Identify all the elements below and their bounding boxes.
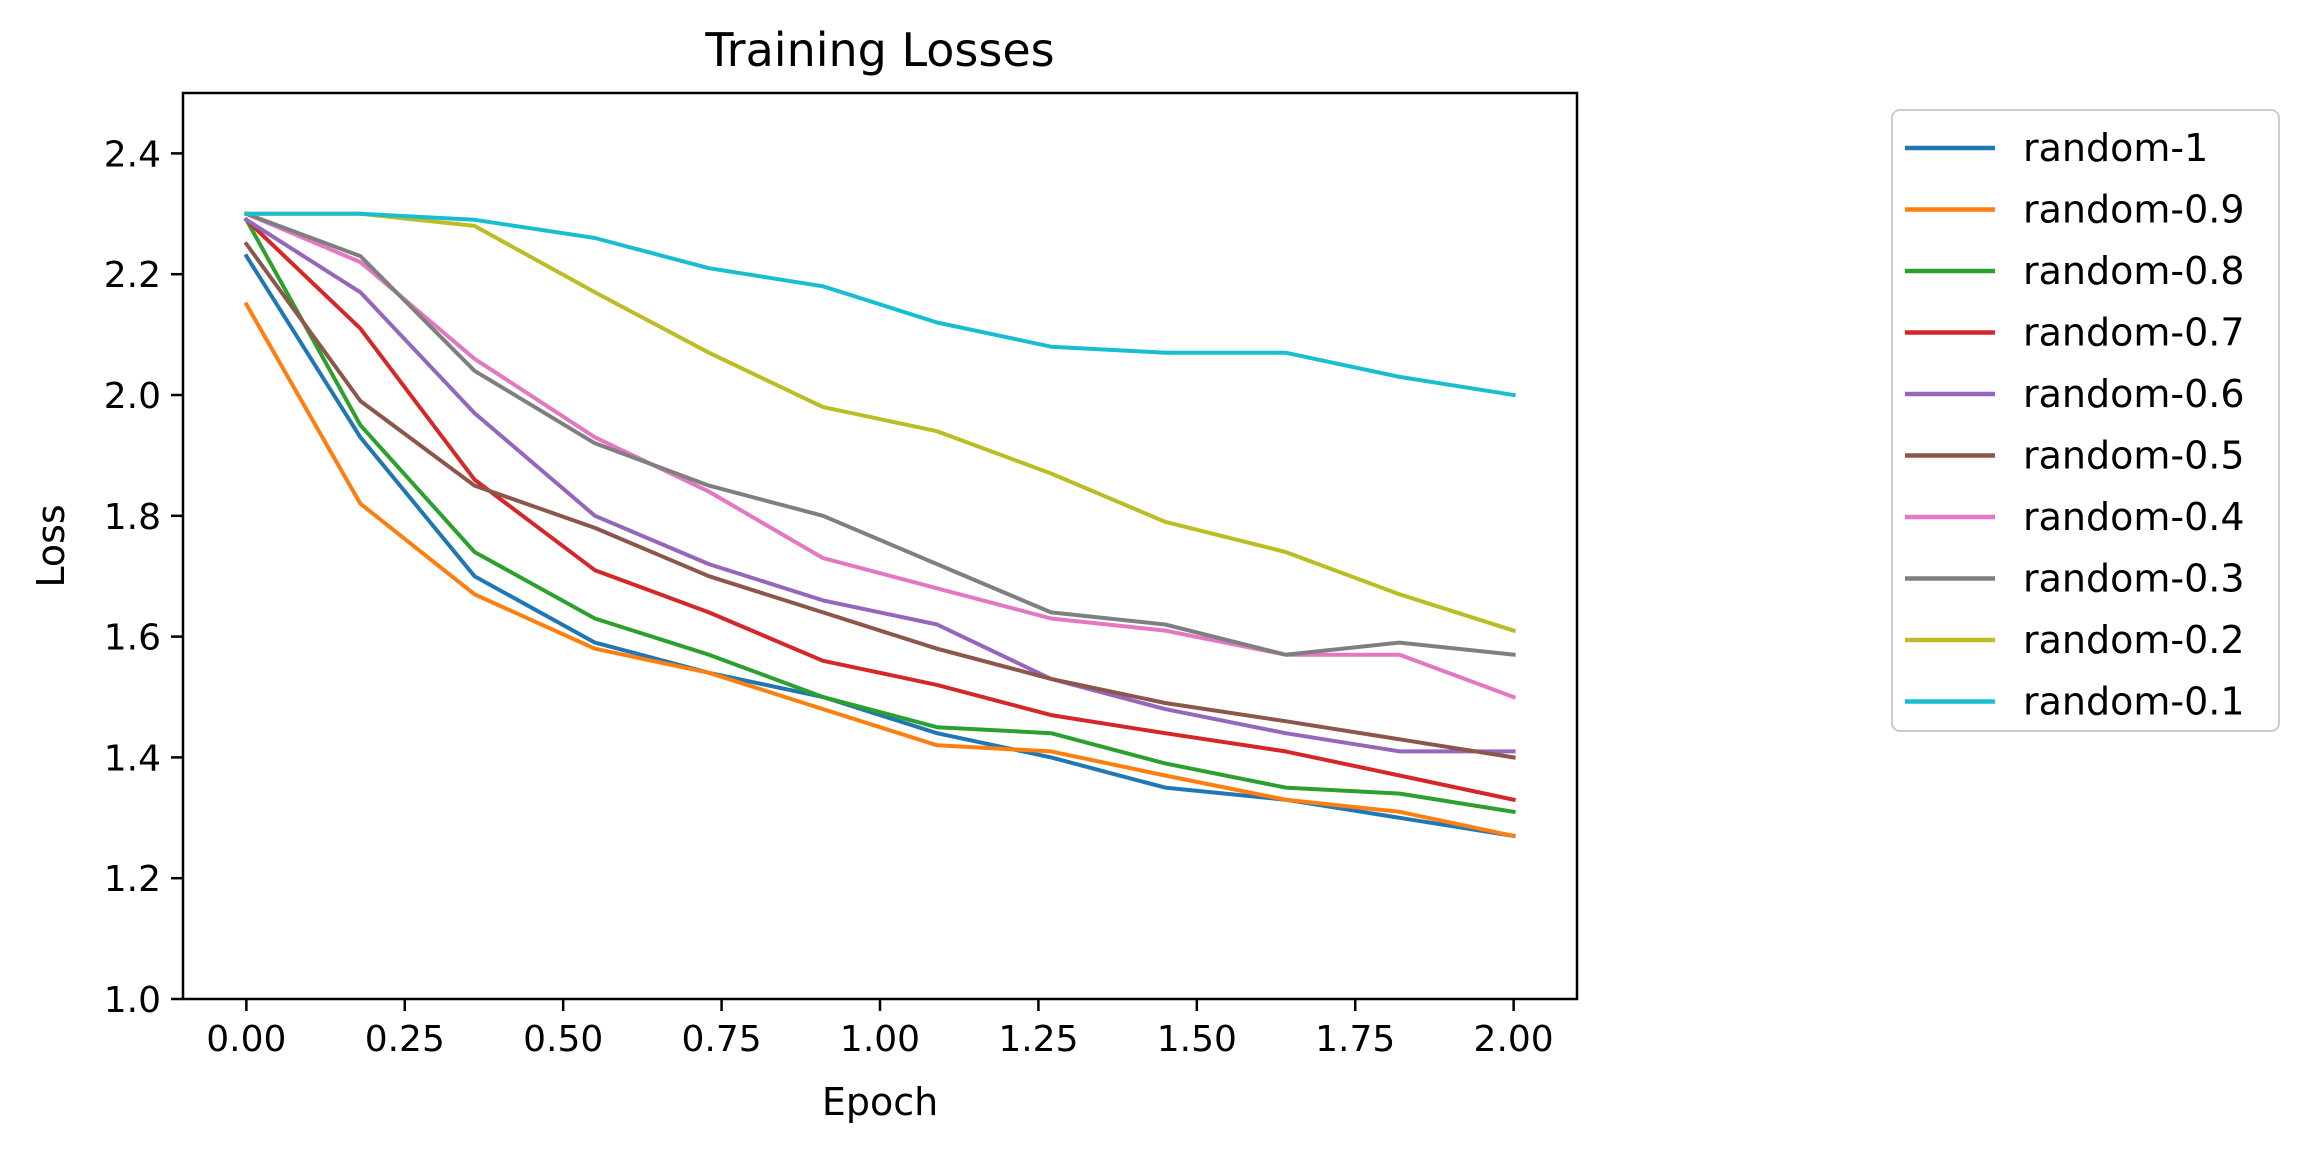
x-tick-label: 0.25 (365, 1019, 445, 1060)
series-line-random-0.9 (243, 301, 1516, 839)
legend-label: random-1 (2023, 126, 2208, 170)
y-tick-label: 2.4 (104, 134, 161, 175)
plot-frame (181, 91, 1579, 1001)
legend-label: random-0.5 (2023, 434, 2245, 478)
chart-title: Training Losses (704, 23, 1054, 77)
y-tick-label: 2.2 (104, 255, 161, 296)
series-line-random-0.6 (243, 217, 1516, 754)
y-tick-label: 1.4 (104, 738, 161, 779)
series-line-random-0.5 (243, 241, 1516, 760)
legend-label: random-0.3 (2023, 557, 2245, 601)
y-tick-label: 2.0 (104, 376, 161, 417)
y-axis: 1.0 1.2 1.4 1.6 1.8 2.0 2.2 2.4 (104, 134, 183, 1021)
series-line-random-0.7 (243, 216, 1516, 803)
legend-label: random-0.1 (2023, 680, 2245, 724)
x-tick-label: 1.25 (998, 1019, 1078, 1060)
legend: random-1 random-0.9 random-0.8 random-0.7 ra… (1891, 109, 2280, 732)
legend-label: random-0.4 (2023, 495, 2245, 539)
x-tick-label: 2.00 (1474, 1019, 1554, 1060)
x-axis: 0.00 0.25 0.50 0.75 1.00 1.25 1.50 1.75 2.00 (206, 999, 1554, 1060)
legend-label: random-0.2 (2023, 618, 2245, 662)
y-tick-label: 1.0 (104, 980, 161, 1021)
x-tick-label: 0.50 (523, 1019, 603, 1060)
series-line-random-0.3 (243, 211, 1516, 657)
x-tick-label: 1.00 (840, 1019, 920, 1060)
x-tick-label: 1.50 (1157, 1019, 1237, 1060)
series-line-random-0.1 (244, 211, 1516, 398)
series-line-random-0.4 (243, 211, 1517, 700)
series-line-random-0.8 (243, 217, 1516, 815)
x-tick-label: 0.75 (682, 1019, 762, 1060)
series-line-random-1 (243, 253, 1516, 839)
y-tick-label: 1.2 (104, 859, 161, 900)
y-tick-label: 1.8 (104, 497, 161, 538)
x-tick-label: 1.75 (1315, 1019, 1395, 1060)
x-tick-label: 0.00 (206, 1019, 286, 1060)
series-line-random-0.2 (244, 211, 1517, 634)
legend-label: random-0.9 (2023, 188, 2245, 232)
legend-label: random-0.8 (2023, 249, 2245, 293)
y-tick-label: 1.6 (104, 618, 161, 659)
plot-lines (243, 211, 1517, 839)
legend-label: random-0.6 (2023, 372, 2245, 416)
y-axis-title: Loss (29, 504, 73, 587)
legend-label: random-0.7 (2023, 311, 2245, 355)
x-axis-title: Epoch (822, 1080, 938, 1124)
legend-box (1891, 109, 2280, 732)
